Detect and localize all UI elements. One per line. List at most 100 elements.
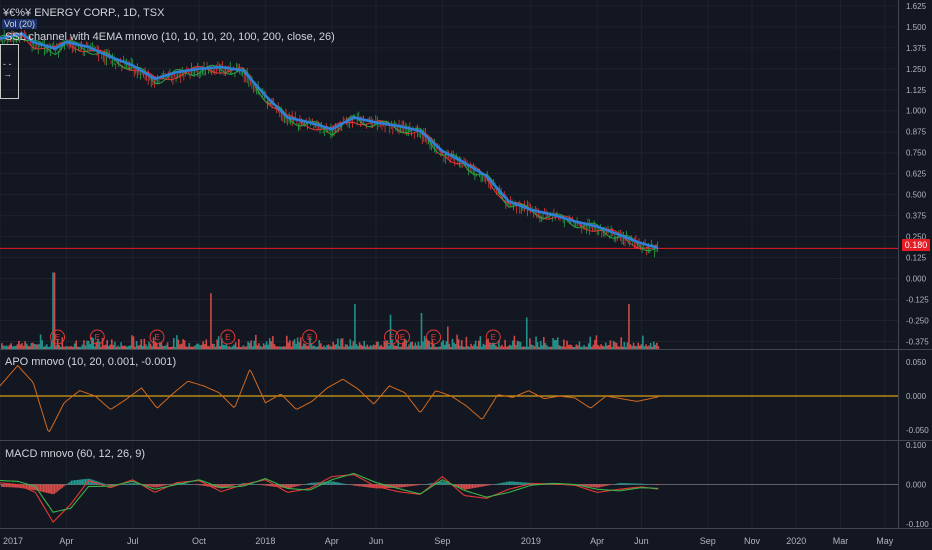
- volume-bar: [547, 346, 550, 349]
- macd-histogram-bar: [42, 484, 45, 493]
- last-price-tag: 0.180: [902, 239, 930, 251]
- volume-bar: [416, 345, 418, 349]
- ssl-indicator-label[interactable]: SSL channel with 4EMA mnovo (10, 10, 10,…: [5, 31, 335, 43]
- y-tick-label: 1.125: [906, 86, 927, 95]
- volume-bar: [425, 338, 427, 349]
- volume-bar: [572, 346, 575, 349]
- volume-bar: [145, 344, 147, 349]
- macd-histogram-bar: [278, 484, 280, 488]
- volume-bar: [131, 335, 133, 349]
- volume-bar: [159, 342, 161, 349]
- volume-bar: [256, 345, 259, 349]
- macd-histogram-bar: [656, 484, 658, 486]
- collapse-legend-button[interactable]: - - →: [0, 44, 19, 99]
- volume-bar: [409, 341, 412, 349]
- macd-histogram-bar: [265, 484, 268, 486]
- macd-histogram-bar: [584, 484, 587, 487]
- volume-bar: [457, 339, 460, 349]
- macd-histogram-bar: [24, 484, 26, 489]
- macd-histogram-bar: [364, 484, 367, 488]
- macd-histogram-bar: [428, 483, 430, 485]
- volume-bar: [165, 345, 167, 349]
- macd-histogram-bar: [507, 481, 509, 485]
- volume-bar: [448, 343, 451, 349]
- volume-bar: [163, 345, 166, 349]
- macd-histogram-bar: [440, 481, 443, 485]
- earnings-mark-label: E: [225, 333, 230, 342]
- macd-histogram-bar: [251, 483, 254, 485]
- earnings-mark-label: E: [491, 333, 496, 342]
- macd-histogram-bar: [400, 484, 402, 488]
- earnings-marker: [50, 329, 66, 345]
- volume-bar: [513, 335, 516, 349]
- macd-histogram-bar: [635, 483, 638, 485]
- volume-bar: [380, 344, 383, 349]
- macd-histogram-bar: [634, 483, 636, 485]
- volume-bar: [92, 338, 95, 349]
- macd-histogram-bar: [220, 484, 223, 489]
- volume-bar: [533, 346, 536, 349]
- macd-histogram-bar: [135, 483, 138, 485]
- volume-bar: [590, 346, 593, 349]
- macd-histogram-bar: [443, 481, 446, 485]
- volume-bar: [273, 344, 276, 349]
- volume-badge[interactable]: Vol (20): [2, 19, 38, 29]
- volume-bar: [313, 345, 316, 349]
- volume-bar: [573, 346, 576, 349]
- volume-bar: [261, 346, 263, 349]
- volume-bar: [128, 345, 130, 349]
- macd-histogram-bar: [459, 484, 461, 488]
- volume-bar: [451, 338, 454, 349]
- macd-histogram-bar: [354, 484, 356, 486]
- volume-bar: [561, 346, 564, 349]
- macd-histogram-bar: [47, 484, 49, 494]
- macd-histogram-bar: [2, 484, 5, 487]
- volume-bar: [595, 335, 598, 349]
- volume-bar: [351, 345, 353, 349]
- volume-bar: [652, 341, 655, 349]
- volume-bar: [377, 341, 379, 349]
- volume-bar: [24, 341, 26, 349]
- volume-bar: [197, 343, 200, 349]
- macd-histogram-bar: [327, 481, 330, 485]
- macd-histogram-bar: [522, 482, 525, 485]
- earnings-mark-label: E: [154, 333, 159, 342]
- volume-bar: [344, 344, 347, 349]
- macd-histogram-bar: [69, 481, 71, 485]
- volume-bar: [352, 341, 355, 349]
- volume-bar: [340, 338, 342, 349]
- macd-histogram-bar: [631, 483, 633, 485]
- macd-indicator-label[interactable]: MACD mnovo (60, 12, 26, 9): [5, 448, 146, 460]
- macd-histogram-bar: [49, 484, 51, 494]
- macd-histogram-bar: [369, 484, 371, 488]
- volume-bar: [592, 344, 595, 349]
- volume-bar: [394, 345, 396, 349]
- macd-histogram-bar: [447, 483, 449, 485]
- y-tick-label: 0.875: [906, 128, 927, 137]
- macd-histogram-bar: [293, 484, 296, 487]
- macd-histogram-bar: [315, 482, 317, 485]
- macd-histogram-bar: [7, 484, 9, 488]
- volume-bar: [395, 346, 398, 349]
- macd-histogram-bar: [417, 484, 419, 486]
- volume-bar: [301, 346, 304, 349]
- volume-bar: [233, 344, 235, 349]
- macd-histogram-bar: [603, 484, 605, 487]
- volume-bar: [8, 344, 11, 349]
- volume-bar: [419, 345, 421, 349]
- symbol-title[interactable]: ¥€%¥ ENERGY CORP., 1D, TSX: [3, 7, 165, 19]
- apo-indicator-label[interactable]: APO mnovo (10, 20, 0.001, -0.001): [5, 356, 177, 368]
- volume-bar: [440, 341, 443, 349]
- macd-histogram-bar: [470, 484, 472, 489]
- volume-bar: [296, 337, 299, 349]
- volume-bar: [4, 346, 6, 349]
- macd-histogram-bar: [103, 483, 105, 485]
- macd-histogram-bar: [18, 484, 20, 488]
- macd-histogram-bar: [279, 484, 282, 488]
- volume-bar: [191, 346, 194, 349]
- volume-bar: [73, 343, 76, 349]
- apo-y-tick-label: -0.050: [906, 426, 929, 435]
- volume-bar: [81, 344, 84, 349]
- volume-bar: [208, 346, 211, 349]
